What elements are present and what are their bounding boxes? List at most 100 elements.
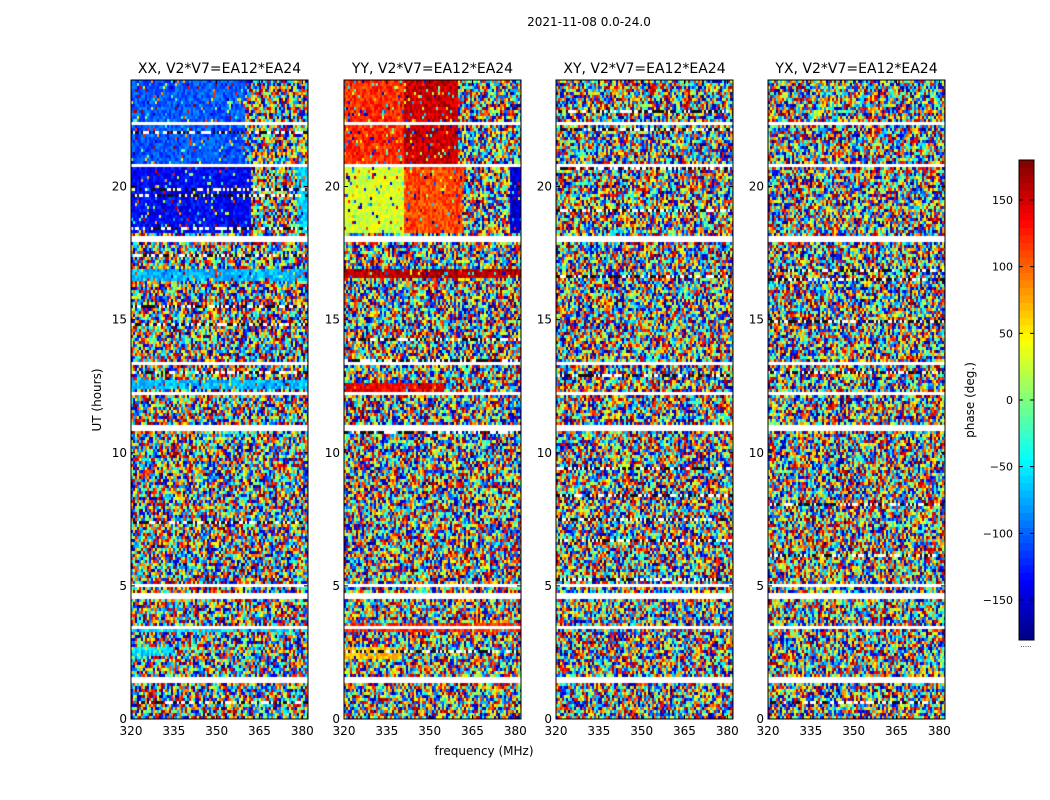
panel-title: XY, V2*V7=EA12*EA24 [563, 61, 725, 77]
colorbar-segment [1019, 190, 1034, 198]
colorbar-segment [1019, 625, 1034, 633]
panel-frame [555, 79, 734, 720]
x-tick-label: 335 [162, 724, 185, 738]
x-tick-label: 350 [418, 724, 441, 738]
colorbar-tick-label: 100 [992, 261, 1013, 274]
x-tick-label: 380 [291, 724, 314, 738]
colorbar-segment [1019, 175, 1034, 183]
y-tick-label: 20 [112, 180, 127, 194]
y-tick-label: 15 [537, 313, 552, 327]
colorbar-segment [1019, 437, 1034, 446]
panel-frame [130, 79, 309, 720]
panel: XX, V2*V7=EA12*EA24 320 335 350 365 380 0 5 10 15… [112, 61, 314, 738]
colorbar-segment [1019, 602, 1034, 611]
colorbar-tick-label: 50 [999, 327, 1013, 340]
y-tick-label: 20 [325, 180, 340, 194]
colorbar-segment [1019, 160, 1034, 168]
y-tick-label: 0 [544, 712, 552, 726]
colorbar-segment [1019, 512, 1034, 521]
colorbar-segment [1019, 235, 1034, 243]
phase-heatmap [344, 80, 521, 719]
colorbar-segment [1019, 587, 1034, 596]
colorbar-segment [1019, 355, 1034, 363]
colorbar-segment [1019, 595, 1034, 603]
y-tick-label: 20 [749, 180, 764, 194]
colorbar-tick-label: 0 [1006, 394, 1013, 407]
colorbar-segment [1019, 227, 1034, 236]
y-tick-label: 15 [112, 313, 127, 327]
y-tick-label: 15 [325, 313, 340, 327]
colorbar-segment [1019, 212, 1034, 221]
panel: XY, V2*V7=EA12*EA24 320 335 350 365 380 0 5 10 15… [537, 61, 739, 738]
y-tick-label: 5 [544, 579, 552, 593]
y-tick-label: 0 [332, 712, 340, 726]
colorbar-segment [1019, 317, 1034, 326]
phase-heatmap [556, 80, 733, 719]
panels: XX, V2*V7=EA12*EA24 320 335 350 365 380 0 5 10 15… [112, 61, 951, 738]
colorbar-segment [1019, 610, 1034, 618]
y-tick-label: 5 [756, 579, 764, 593]
y-tick-label: 5 [332, 579, 340, 593]
x-tick-label: 350 [205, 724, 228, 738]
colorbar-segment [1019, 392, 1034, 401]
colorbar-segment [1019, 482, 1034, 491]
colorbar-segment [1019, 302, 1034, 311]
colorbar-segment [1019, 475, 1034, 483]
colorbar-footnote: ..... [1020, 641, 1031, 649]
colorbar-segment [1019, 407, 1034, 416]
colorbar-segment [1019, 265, 1034, 273]
colorbar-tick-label: −50 [990, 461, 1013, 474]
x-tick-label: 335 [375, 724, 398, 738]
colorbar-segment [1019, 400, 1034, 408]
colorbar-segment [1019, 542, 1034, 551]
y-tick-label: 10 [112, 446, 127, 460]
y-tick-label: 0 [119, 712, 127, 726]
x-tick-label: 365 [673, 724, 696, 738]
colorbar-segment [1019, 460, 1034, 468]
y-tick-label: 10 [537, 446, 552, 460]
colorbar-segment [1019, 370, 1034, 378]
y-axis-label: UT (hours) [90, 368, 104, 431]
x-tick-label: 320 [333, 724, 356, 738]
colorbar-segment [1019, 332, 1034, 341]
colorbar-segment [1019, 242, 1034, 251]
colorbar-segment [1019, 325, 1034, 333]
colorbar-segment [1019, 497, 1034, 506]
colorbar-segment [1019, 467, 1034, 476]
x-tick-label: 365 [885, 724, 908, 738]
colorbar-segment [1019, 415, 1034, 423]
colorbar-segment [1019, 445, 1034, 453]
colorbar-segment [1019, 272, 1034, 281]
y-tick-label: 5 [119, 579, 127, 593]
colorbar-segment [1019, 385, 1034, 393]
colorbar-tick-label: 150 [992, 194, 1013, 207]
x-tick-label: 365 [248, 724, 271, 738]
colorbar-segment [1019, 287, 1034, 296]
colorbar-segment [1019, 220, 1034, 228]
panel-frame [343, 79, 522, 720]
colorbar-segment [1019, 280, 1034, 288]
x-tick-label: 380 [716, 724, 739, 738]
colorbar-segment [1019, 527, 1034, 536]
colorbar-tick-label: −100 [983, 527, 1013, 540]
phase-heatmap [768, 80, 945, 719]
y-tick-label: 10 [749, 446, 764, 460]
x-tick-label: 350 [842, 724, 865, 738]
colorbar-segment [1019, 310, 1034, 318]
y-tick-label: 10 [325, 446, 340, 460]
x-tick-label: 335 [799, 724, 822, 738]
colorbar-segment [1019, 572, 1034, 581]
phase-heatmap [131, 80, 308, 719]
colorbar-segment [1019, 362, 1034, 371]
panel: YY, V2*V7=EA12*EA24 320 335 350 365 380 0 5 10 15… [325, 61, 527, 738]
x-tick-label: 380 [504, 724, 527, 738]
colorbar-segment [1019, 197, 1034, 206]
panel: YX, V2*V7=EA12*EA24 320 335 350 365 380 0 5 10 15… [749, 61, 951, 738]
colorbar-segment [1019, 580, 1034, 588]
colorbar-segment [1019, 550, 1034, 558]
colorbar-tick-label: −150 [983, 594, 1013, 607]
colorbar-segment [1019, 422, 1034, 431]
x-tick-label: 365 [461, 724, 484, 738]
x-tick-label: 380 [928, 724, 951, 738]
